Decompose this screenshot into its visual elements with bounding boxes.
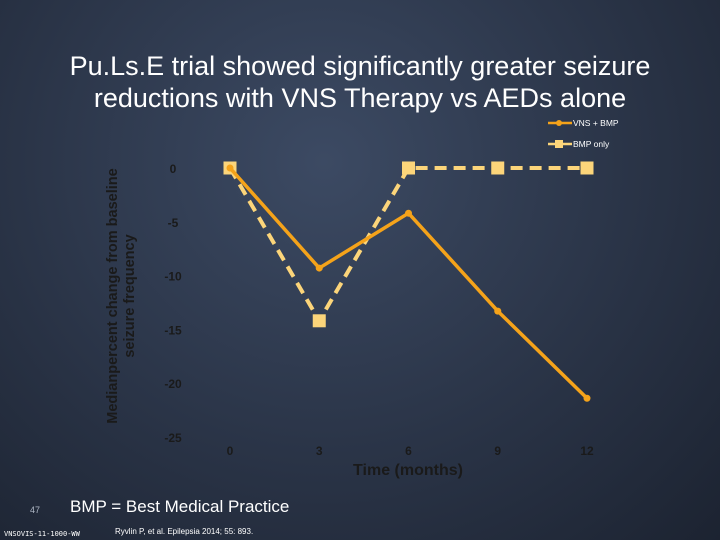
series-line	[228, 166, 589, 400]
legend-marker-square	[555, 140, 563, 148]
document-code: VNSOVIS-11-1000-WW	[4, 530, 80, 538]
data-point-square	[312, 314, 326, 328]
citation: Ryvlin P, et al. Epilepsia 2014; 55: 893…	[115, 527, 254, 536]
footnote-bmp: BMP = Best Medical Practice	[70, 497, 290, 516]
page-number: 47	[30, 505, 41, 515]
data-point-circle	[583, 394, 591, 402]
x-tick-label: 9	[494, 444, 501, 458]
series-line	[228, 166, 587, 323]
data-point-circle	[494, 307, 502, 315]
y-tick-label: -5	[168, 216, 179, 230]
legend-marker-circle	[556, 120, 562, 126]
y-tick-label: -10	[164, 270, 182, 284]
legend-label: BMP only	[573, 139, 610, 149]
data-point-circle	[315, 264, 323, 272]
data-point-square	[402, 161, 415, 175]
chart-legend: VNS + BMP BMP only	[548, 118, 619, 149]
data-point-square	[580, 161, 594, 175]
y-tick-label: 0	[170, 162, 177, 176]
legend-label: VNS + BMP	[573, 118, 619, 128]
x-tick-label: 3	[316, 444, 323, 458]
x-tick-labels: 0 3 6 9 12	[227, 444, 594, 458]
data-point-square	[491, 161, 505, 175]
x-tick-label: 12	[580, 444, 594, 458]
x-tick-label: 0	[227, 444, 234, 458]
data-point-circle	[226, 164, 234, 172]
data-point-circle	[405, 209, 412, 217]
y-tick-labels: 0 -5 -10 -15 -20 -25	[164, 162, 182, 445]
y-tick-label: -25	[164, 431, 182, 445]
y-tick-label: -20	[164, 377, 182, 391]
x-tick-label: 6	[405, 444, 412, 458]
slide-title: Pu.Ls.E trial showed significantly great…	[69, 51, 651, 113]
x-axis-label: Time (months)	[353, 462, 463, 479]
y-axis-label: Medianpercent change from baselineseizur…	[105, 168, 138, 423]
series-group	[223, 161, 594, 402]
y-tick-label: -15	[164, 323, 182, 337]
